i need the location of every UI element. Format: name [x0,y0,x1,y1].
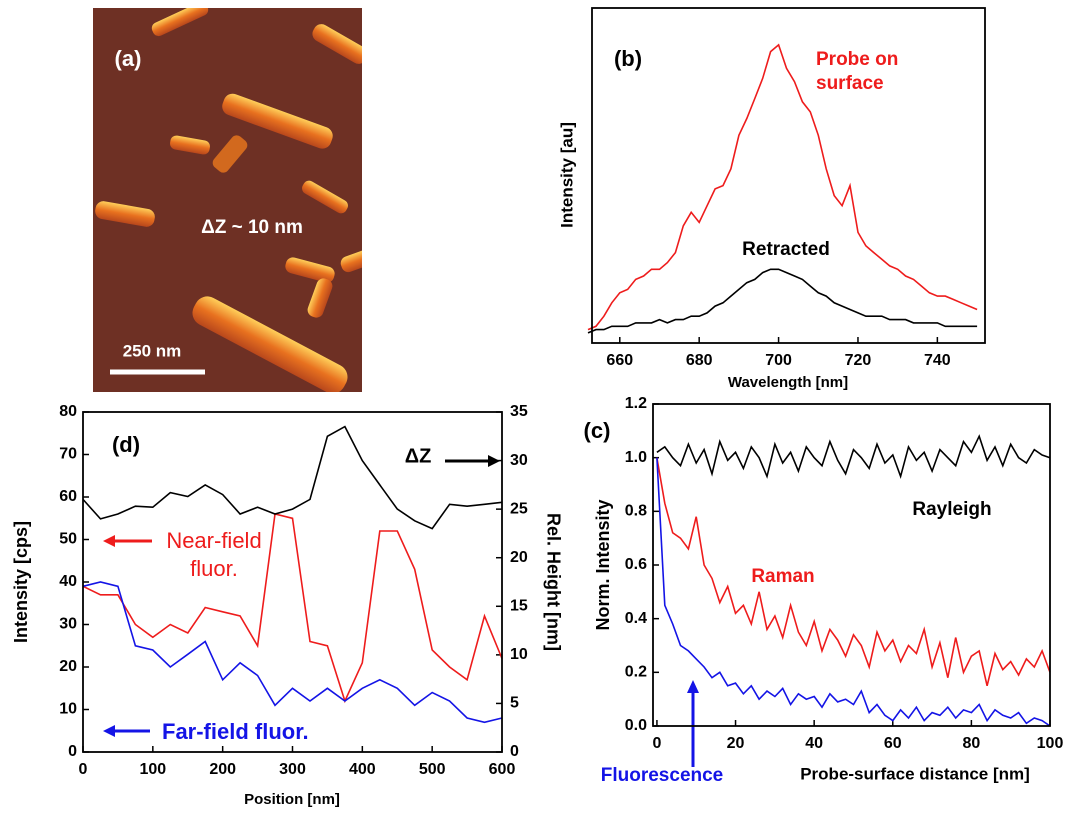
arrow-head [103,535,115,547]
panel-label: (d) [112,432,140,457]
y2-tick-label: 5 [510,695,519,712]
y-tick-label: 0 [68,743,77,760]
x-tick-label: 720 [845,352,872,369]
x-tick-label: 400 [349,761,376,778]
y2-tick-label: 20 [510,549,528,566]
arrow-head [687,680,699,693]
x-tick-label: 740 [924,352,951,369]
x-axis-label: Position [nm] [244,791,340,808]
series-line [657,458,1050,686]
y2-tick-label: 15 [510,598,528,615]
y-tick-label: 60 [59,488,77,505]
y2-tick-label: 25 [510,500,528,517]
y-tick-label: 0.4 [625,610,647,627]
series-label-box: Probe on surface [816,48,956,108]
x-tick-label: 20 [727,735,745,752]
series-label: Near-field fluor. [140,527,288,582]
series-label: ΔZ [405,445,432,467]
y-tick-label: 0.2 [625,664,647,681]
x-axis-label: Wavelength [nm] [728,374,848,391]
x-tick-label: 0 [652,735,661,752]
y-tick-label: 70 [59,446,77,463]
panel-label: (a) [115,46,142,71]
y-tick-label: 10 [59,701,77,718]
y2-tick-label: 35 [510,403,528,420]
series-label: Fluorescence [601,765,724,786]
series-line [83,582,502,722]
afm-image [93,0,490,398]
x-tick-label: 100 [139,761,166,778]
panel-label: (b) [614,46,642,71]
series-line [83,427,502,529]
x-tick-label: 0 [79,761,88,778]
series-label: Retracted [742,239,830,260]
x-tick-label: 80 [962,735,980,752]
x-axis-label: Probe-surface distance [nm] [800,764,1030,783]
series-label: Raman [751,566,814,587]
scale-bar-label: 250 nm [123,341,182,360]
y-tick-label: 0.6 [625,556,647,573]
x-tick-label: 600 [489,761,516,778]
x-tick-label: 500 [419,761,446,778]
x-tick-label: 660 [606,352,633,369]
panel-label: (c) [584,418,611,443]
series-label: Probe on surface [816,48,956,96]
series-label: Rayleigh [912,499,991,520]
x-tick-label: 300 [279,761,306,778]
series-line [588,269,977,333]
y2-tick-label: 30 [510,452,528,469]
y2-axis-label: Rel. Height [nm] [543,513,563,651]
y2-tick-label: 10 [510,646,528,663]
y-axis-label: Intensity [au] [557,122,576,228]
x-tick-label: 40 [805,735,823,752]
y-tick-label: 1.2 [625,395,647,412]
y-tick-label: 0.0 [625,717,647,734]
arrow-head [103,725,115,737]
y-tick-label: 80 [59,403,77,420]
series-label-box: Near-field fluor. [140,527,288,591]
y-axis-label: Intensity [cps] [11,521,31,643]
annotation: ΔZ ~ 10 nm [201,217,303,238]
x-tick-label: 100 [1037,735,1064,752]
figure: (a)ΔZ ~ 10 nm250 nm660680700720740(b)Int… [0,0,1070,811]
x-tick-label: 700 [765,352,792,369]
series-label: Far-field fluor. [162,719,309,744]
y-tick-label: 50 [59,531,77,548]
y-tick-label: 30 [59,616,77,633]
y-tick-label: 20 [59,658,77,675]
x-tick-label: 200 [209,761,236,778]
series-line [657,436,1050,476]
y-axis-label: Norm. Intensity [593,499,613,630]
y-tick-label: 40 [59,573,77,590]
x-tick-label: 60 [884,735,902,752]
y-tick-label: 1.0 [625,449,647,466]
y-tick-label: 0.8 [625,503,647,520]
y2-tick-label: 0 [510,743,519,760]
x-tick-label: 680 [686,352,713,369]
